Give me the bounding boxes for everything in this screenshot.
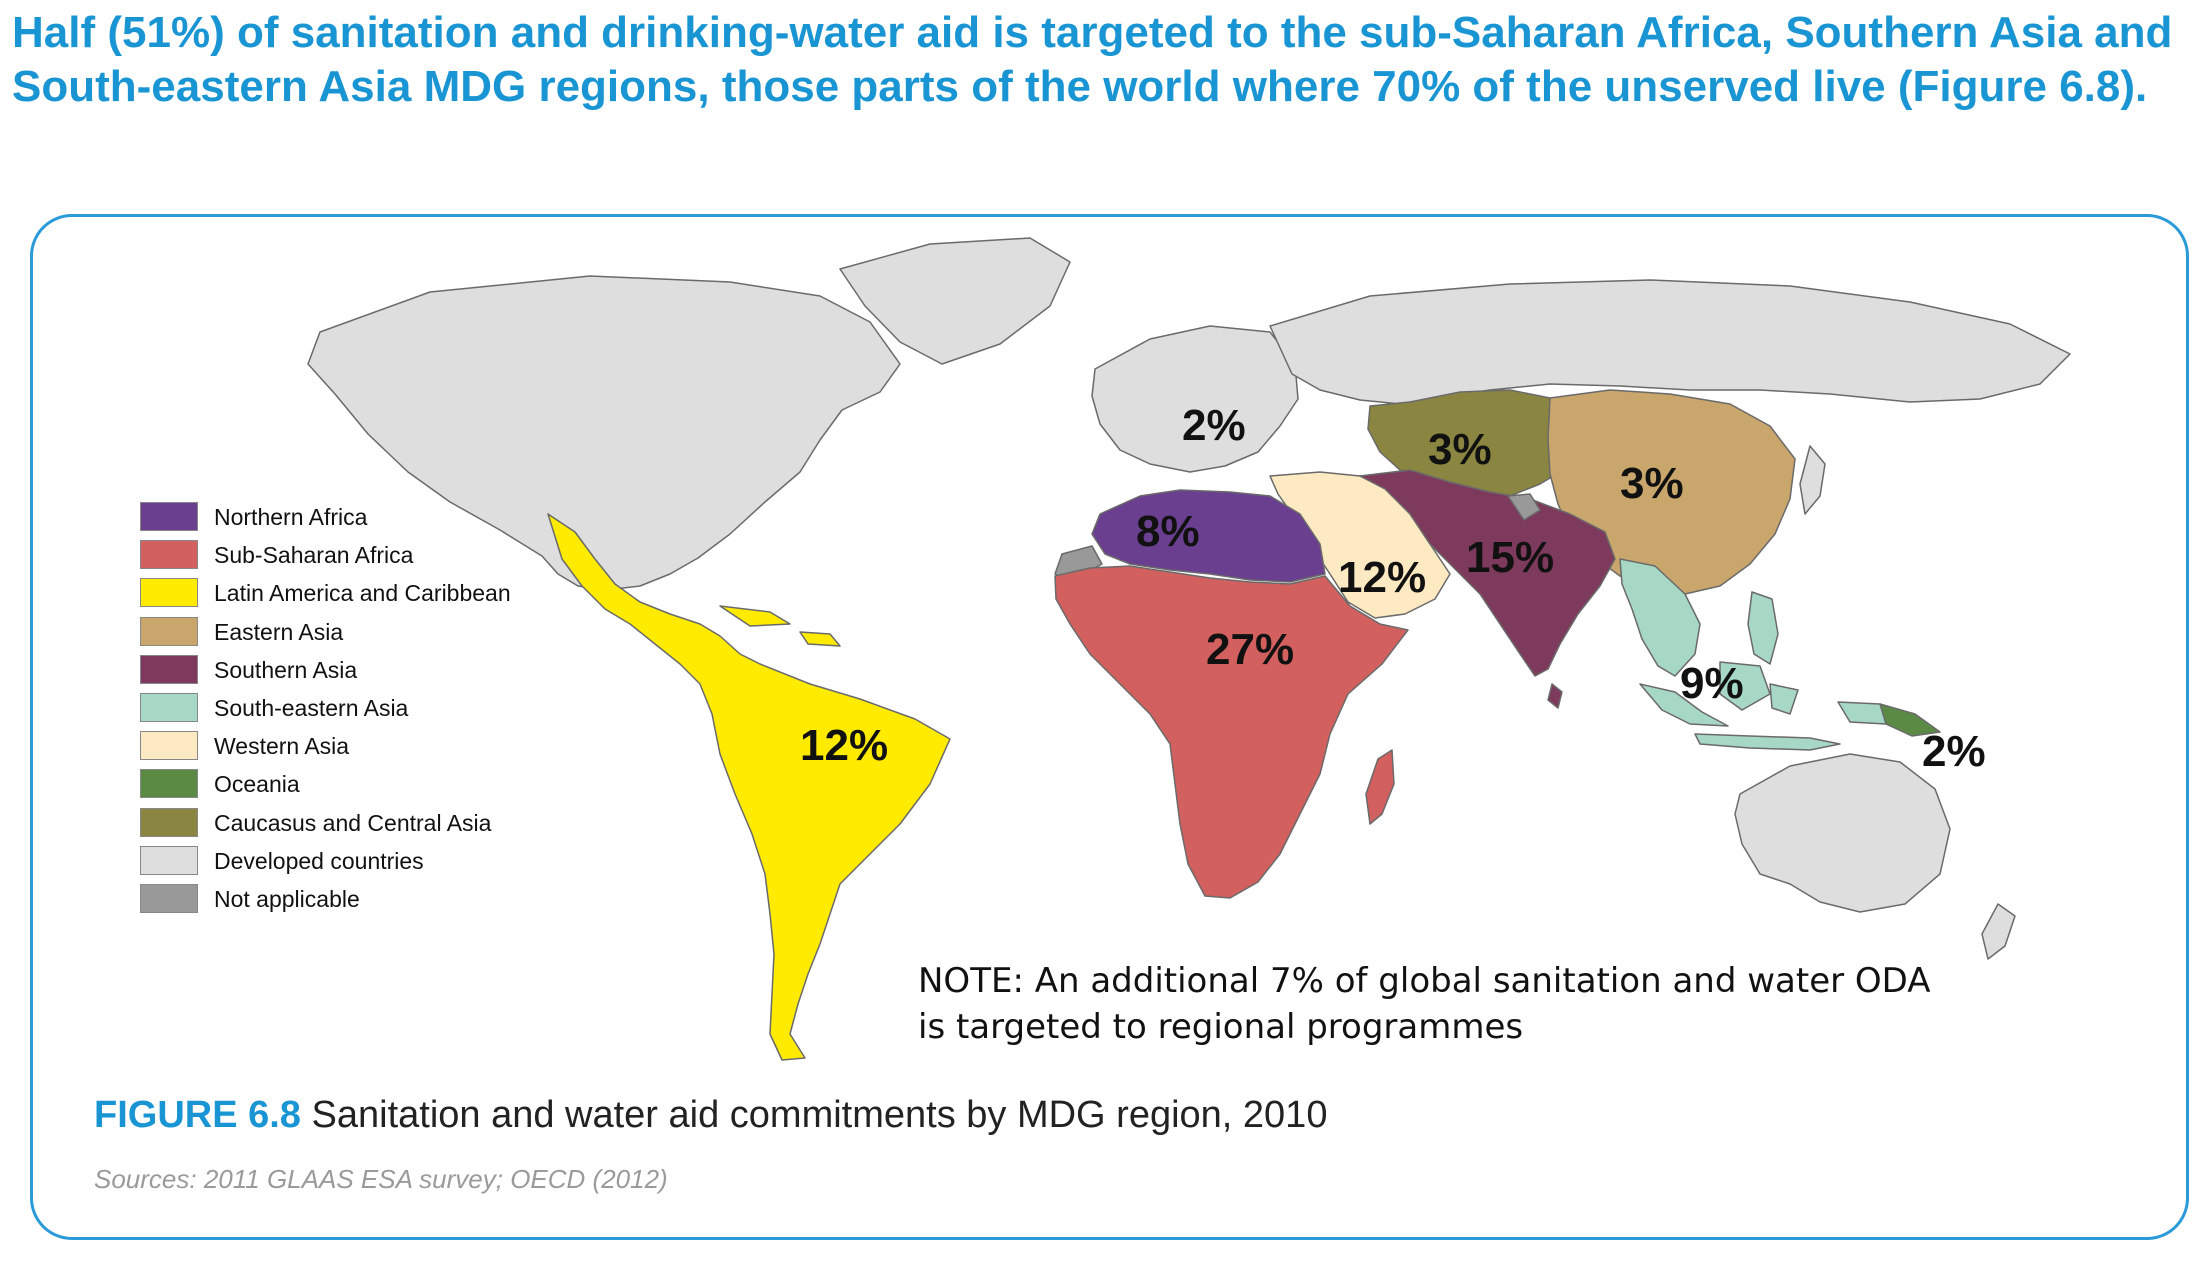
map-north-america	[307, 275, 901, 591]
label-south-eastern-asia: 9%	[1680, 659, 1744, 708]
figure-caption: FIGURE 6.8 Sanitation and water aid comm…	[94, 1092, 1327, 1138]
legend-label: Latin America and Caribbean	[214, 580, 511, 607]
label-oceania: 2%	[1922, 727, 1986, 776]
label-western-asia: 12%	[1338, 553, 1427, 602]
legend-swatch	[140, 845, 198, 875]
legend-label: Oceania	[214, 771, 300, 798]
label-northern-africa: 8%	[1136, 507, 1200, 556]
legend-swatch	[140, 769, 198, 799]
note-line-1: NOTE: An additional 7% of global sanitat…	[918, 961, 1931, 1001]
legend-swatch	[140, 654, 198, 684]
label-caucasus-central-asia: 3%	[1428, 425, 1492, 474]
legend-label: Eastern Asia	[214, 618, 344, 645]
legend-swatch	[140, 807, 198, 837]
label-developed-europe: 2%	[1182, 401, 1246, 450]
figure-title: Sanitation and water aid commitments by …	[300, 1094, 1328, 1136]
map-note: NOTE: An additional 7% of global sanitat…	[918, 958, 1931, 1050]
map-madagascar	[1365, 749, 1395, 825]
figure-frame	[30, 214, 2189, 1240]
map-sub-saharan-africa	[1054, 565, 1409, 899]
map-caribbean	[719, 605, 841, 647]
map-new-guinea-west	[1837, 701, 1887, 725]
map-philippines	[1747, 591, 1779, 665]
legend-label: Southern Asia	[214, 656, 358, 683]
label-sub-saharan-africa: 27%	[1206, 625, 1295, 674]
map-greenland	[839, 237, 1071, 365]
legend-label: Western Asia	[214, 733, 350, 760]
legend-swatch	[140, 884, 198, 913]
map-indonesia	[1639, 661, 1841, 751]
map-russia	[1269, 279, 2071, 405]
label-eastern-asia: 3%	[1620, 459, 1684, 508]
map-latin-america	[547, 513, 951, 1061]
map-japan	[1799, 445, 1826, 515]
legend-swatch	[140, 731, 198, 761]
legend-swatch	[140, 578, 198, 608]
map-australia	[1734, 753, 1951, 913]
map-southern-asia	[1359, 469, 1616, 677]
legend-label: Sub-Saharan Africa	[214, 542, 414, 569]
map-not-applicable-asia	[1507, 493, 1541, 521]
map-europe	[1091, 325, 1299, 473]
legend-label: Not applicable	[214, 886, 360, 912]
map-south-eastern-asia-mainland	[1619, 558, 1701, 677]
legend-label: Northern Africa	[214, 504, 368, 530]
figure-sources: Sources: 2011 GLAAS ESA survey; OECD (20…	[94, 1164, 668, 1194]
world-map	[307, 237, 2071, 1061]
legend-label: Caucasus and Central Asia	[214, 809, 492, 836]
legend-swatch	[140, 693, 198, 722]
note-line-2: is targeted to regional programmes	[918, 1007, 1524, 1047]
figure-number: FIGURE 6.8	[94, 1094, 301, 1136]
headline: Half (51%) of sanitation and drinking-wa…	[12, 8, 2173, 111]
legend-swatch	[140, 540, 198, 570]
map-new-zealand	[1981, 903, 2016, 960]
legend-swatch	[140, 616, 198, 646]
map-northern-africa	[1091, 489, 1326, 583]
label-southern-asia: 15%	[1466, 533, 1555, 582]
map-sri-lanka	[1547, 683, 1563, 709]
legend-label: South-eastern Asia	[214, 695, 409, 721]
label-latin-america: 12%	[800, 721, 889, 770]
legend-swatch	[140, 502, 198, 531]
legend-label: Developed countries	[214, 847, 424, 874]
